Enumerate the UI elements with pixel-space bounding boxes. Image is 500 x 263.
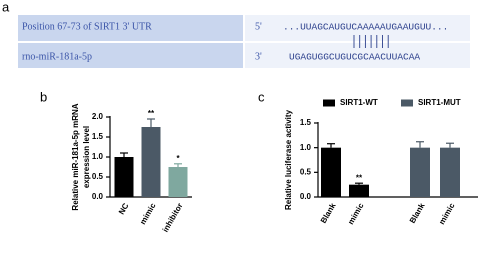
panel-label: c: [258, 89, 265, 104]
base-pairs: [353, 35, 389, 48]
seq-cell: [245, 43, 470, 68]
bar: [321, 147, 341, 197]
bar: [440, 147, 460, 197]
error-bar: [327, 143, 335, 148]
bar: [349, 184, 369, 197]
error-bar: [355, 182, 363, 185]
y-tick-label: 2.0: [92, 112, 104, 121]
error-bar: [446, 142, 454, 148]
bar: [168, 167, 188, 197]
strand-end: 5': [255, 21, 262, 32]
x-tick-label: Blank: [319, 201, 338, 225]
y-tick-label: 0.5: [92, 172, 104, 181]
y-tick-label: 0.0: [92, 192, 104, 201]
error-bar: [174, 163, 182, 167]
legend-label: SIRT1-MUT: [418, 98, 461, 107]
y-tick-label: 1.5: [92, 132, 104, 141]
legend-swatch: [323, 99, 335, 107]
x-tick-label: NC: [117, 201, 131, 216]
error-bar: [416, 141, 424, 148]
y-tick-label: 1.0: [92, 152, 104, 161]
panel-label: a: [2, 0, 10, 14]
x-tick-label: mimic: [346, 201, 366, 226]
y-axis-label: Relative miR-181a-5p mRNA: [71, 103, 80, 210]
x-tick-label: mimic: [437, 201, 457, 226]
row-name: Position 67-73 of SIRT1 3' UTR: [22, 21, 152, 32]
sequence: ...UUAGCAUGUCAAAAAUGAAUGUU...: [283, 22, 448, 33]
error-bar: [120, 152, 128, 157]
x-tick-label: Blank: [408, 201, 427, 225]
y-tick-label: 0.0: [300, 192, 312, 201]
annotation: *: [176, 154, 180, 163]
strand-end: 3': [255, 51, 262, 62]
error-bar: [147, 118, 155, 127]
legend-label: SIRT1-WT: [340, 98, 378, 107]
y-axis-label: expression level: [82, 126, 91, 188]
bar: [410, 147, 430, 197]
legend-swatch: [401, 99, 413, 107]
annotation: **: [148, 109, 155, 118]
name-cell: [18, 15, 243, 41]
row-name: rno-miR-181a-5p: [22, 51, 92, 62]
sequence: UGAGUGGCUGUCGCAACUUACAA: [289, 52, 420, 63]
y-axis-label: Relative luciferase activity: [284, 109, 293, 210]
annotation: **: [356, 173, 363, 182]
bar: [114, 157, 134, 197]
seq-cell: [245, 15, 470, 41]
name-cell: [18, 43, 243, 68]
x-tick-label: inhibitor: [161, 202, 185, 234]
y-tick-label: 1.5: [300, 118, 312, 127]
bar: [141, 127, 161, 197]
panel-label: b: [40, 89, 47, 104]
y-tick-label: 1.0: [300, 143, 312, 152]
x-tick-label: mimic: [138, 201, 158, 226]
y-tick-label: 0.5: [300, 167, 312, 176]
